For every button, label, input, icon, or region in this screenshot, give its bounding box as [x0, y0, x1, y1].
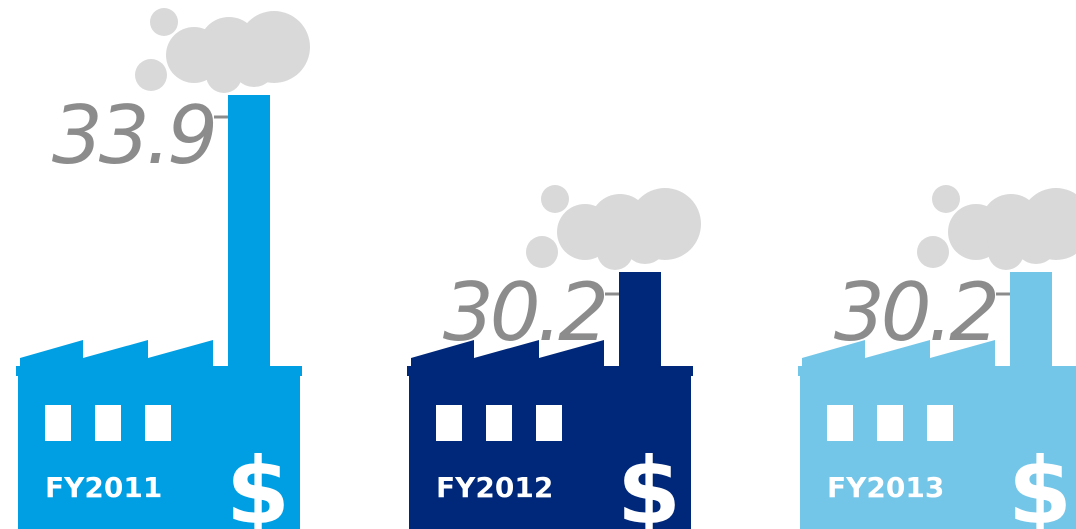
value-label: 33.9: [52, 89, 214, 182]
dollar-icon: $: [617, 438, 681, 529]
category-label: FY2011: [45, 471, 162, 504]
window: [486, 405, 512, 441]
value-label: 30.2: [443, 266, 605, 359]
factory: FY2012 $30.2: [407, 185, 701, 529]
smoke: [541, 185, 569, 213]
smoke: [526, 236, 558, 268]
window: [436, 405, 462, 441]
window: [95, 405, 121, 441]
smoke: [917, 236, 949, 268]
chimney: [1010, 272, 1052, 368]
dollar-icon: $: [226, 438, 290, 529]
chimney: [228, 95, 270, 368]
window: [827, 405, 853, 441]
chart: FY2011 $33.9 FY2012 $30.2 FY2013 $30.2: [0, 0, 1076, 529]
factory: FY2013 $30.2: [798, 185, 1076, 529]
smoke: [623, 220, 667, 264]
window: [536, 405, 562, 441]
window: [145, 405, 171, 441]
smoke: [232, 43, 276, 87]
window: [927, 405, 953, 441]
smoke: [1014, 220, 1058, 264]
page: {"chart_data": {"type": "factory", "cate…: [0, 0, 1076, 529]
smoke: [932, 185, 960, 213]
value-label: 30.2: [834, 266, 996, 359]
category-label: FY2013: [827, 471, 944, 504]
category-label: FY2012: [436, 471, 553, 504]
window: [877, 405, 903, 441]
smoke: [135, 59, 167, 91]
factory: FY2011 $33.9: [16, 8, 310, 529]
factory-roof: [20, 340, 213, 368]
smoke: [150, 8, 178, 36]
dollar-icon: $: [1008, 438, 1072, 529]
chimney: [619, 272, 661, 368]
window: [45, 405, 71, 441]
